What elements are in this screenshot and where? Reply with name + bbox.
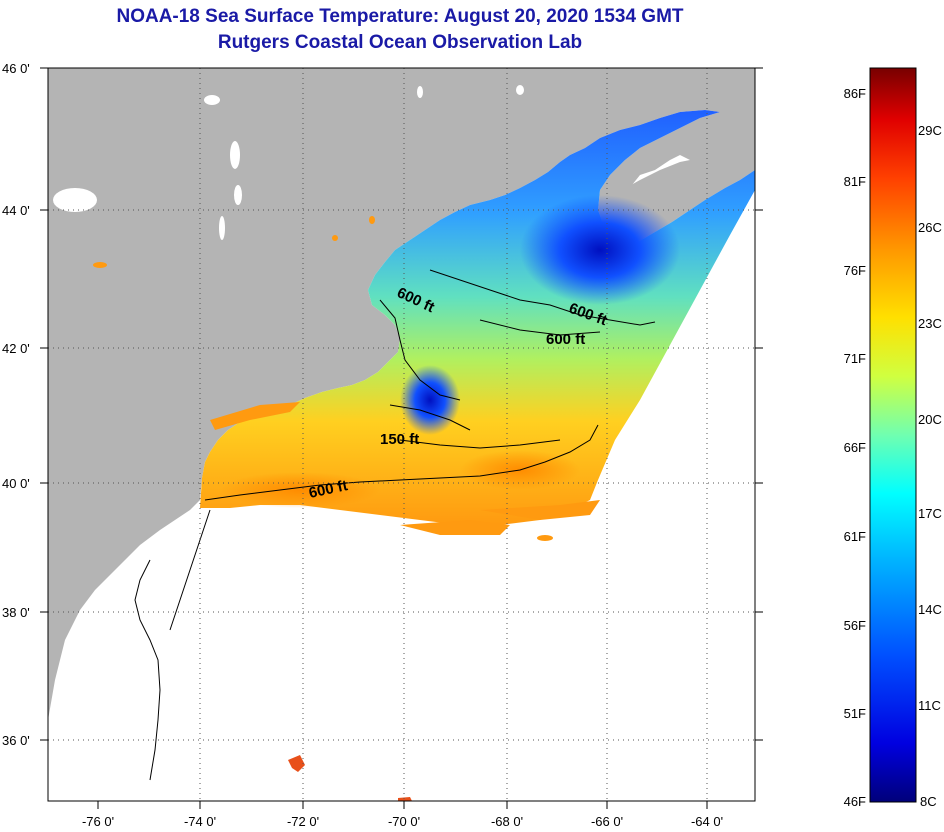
cb-c-26: 26C (918, 220, 942, 235)
cb-f-71: 71F (844, 351, 866, 366)
contour-label-150ft: 150 ft (380, 431, 419, 448)
warm-water-shelf (220, 472, 380, 508)
lat-label-40: 40 0' (2, 476, 30, 491)
cb-c-17: 17C (918, 506, 942, 521)
lat-label-42: 42 0' (2, 341, 30, 356)
latitude-labels: 46 0' 44 0' 42 0' 40 0' 38 0' 36 0' (2, 61, 30, 748)
cb-c-20: 20C (918, 412, 942, 427)
lat-label-46: 46 0' (2, 61, 30, 76)
warm-fragments (93, 216, 600, 541)
sst-coverage (200, 110, 755, 525)
cb-f-51: 51F (844, 706, 866, 721)
map-frame (47, 67, 756, 802)
cb-c-29: 29C (918, 123, 942, 138)
colorbar-fahrenheit-labels: 86F 81F 76F 71F 66F 61F 56F 51F 46F (844, 86, 866, 809)
chesapeake-bay (48, 500, 290, 801)
map-subtitle: Rutgers Coastal Ocean Observation Lab (217, 32, 583, 53)
lakes (53, 85, 524, 240)
lon-label-64: -64 0' (691, 814, 723, 829)
contour-label-600ft-c: 600 ft (546, 331, 585, 348)
cb-c-11: 11C (918, 698, 941, 713)
axis-ticks (40, 67, 763, 809)
colorbar-celsius-labels: 29C 26C 23C 20C 17C 14C 11C 8C (918, 123, 942, 809)
cb-f-76: 76F (844, 263, 866, 278)
lon-label-72: -72 0' (287, 814, 319, 829)
cold-water-nantucket (400, 365, 460, 435)
longitude-labels: -76 0' -74 0' -72 0' -70 0' -68 0' -66 0… (82, 814, 723, 829)
lat-label-44: 44 0' (2, 203, 30, 218)
lon-label-70: -70 0' (388, 814, 420, 829)
cb-f-86: 86F (844, 86, 866, 101)
grid-lines (48, 68, 755, 801)
lat-label-36: 36 0' (2, 733, 30, 748)
lon-label-76: -76 0' (82, 814, 114, 829)
cb-c-8: 8C (920, 794, 937, 809)
cb-f-81: 81F (844, 174, 866, 189)
cb-f-66: 66F (844, 440, 866, 455)
lat-label-38: 38 0' (2, 605, 30, 620)
cold-water-gulf-of-maine (520, 195, 680, 305)
cb-c-14: 14C (918, 602, 942, 617)
lon-label-66: -66 0' (591, 814, 623, 829)
bathymetry-contours (134, 269, 656, 781)
lon-label-68: -68 0' (491, 814, 523, 829)
cb-f-56: 56F (844, 618, 866, 633)
lon-label-74: -74 0' (184, 814, 216, 829)
cb-c-23: 23C (918, 316, 942, 331)
cb-f-61: 61F (844, 529, 866, 544)
temperature-colorbar (869, 67, 917, 803)
warm-fragments-south (288, 755, 412, 801)
map-title: NOAA-18 Sea Surface Temperature: August … (116, 6, 684, 27)
cb-f-46: 46F (844, 794, 866, 809)
